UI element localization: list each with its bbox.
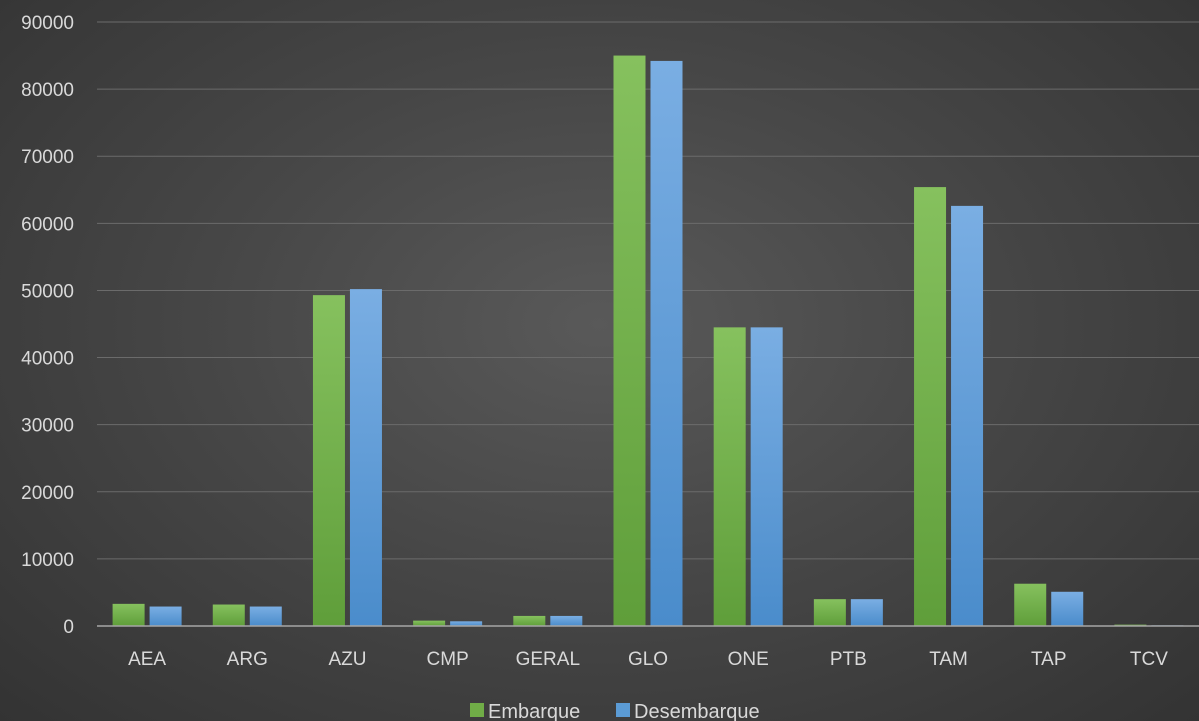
y-axis-ticks: 0 10000 20000 30000 40000 50000 60000 70000 8000… — [21, 13, 74, 638]
x-tick-label: PTB — [830, 649, 867, 670]
bar-embarque-azu — [312, 295, 345, 626]
bar-embarque-arg — [212, 604, 245, 626]
bar-embarque-geral — [513, 615, 546, 626]
x-tick-label: TCV — [1130, 649, 1168, 670]
y-tick-label: 50000 — [21, 281, 74, 302]
y-tick-label: 10000 — [21, 550, 74, 571]
x-axis-ticks: AEA ARG AZU CMP GERAL GLO ONE PTB TAM TAP TCV — [128, 649, 1168, 670]
y-tick-label: 40000 — [21, 349, 74, 370]
x-tick-label: AEA — [128, 649, 166, 670]
legend-swatch-desembarque — [616, 703, 630, 717]
bar-desembarque-tap — [1051, 591, 1084, 626]
y-tick-label: 20000 — [21, 483, 74, 504]
bar-embarque-aea — [112, 603, 145, 626]
bar-desembarque-aea — [149, 606, 182, 626]
bar-desembarque-geral — [550, 615, 583, 626]
bar-desembarque-glo — [650, 60, 683, 627]
y-tick-label: 70000 — [21, 147, 74, 168]
legend-swatch-embarque — [470, 703, 484, 717]
x-tick-label: TAM — [929, 649, 968, 670]
y-tick-label: 90000 — [21, 13, 74, 34]
gridlines — [97, 21, 1199, 560]
bar-embarque-one — [713, 327, 746, 626]
bar-desembarque-azu — [349, 289, 382, 626]
bar-desembarque-tam — [951, 205, 984, 626]
x-tick-label: AZU — [328, 649, 366, 670]
bar-desembarque-arg — [249, 606, 282, 626]
y-tick-label: 0 — [63, 617, 74, 638]
x-tick-label: ONE — [728, 649, 769, 670]
bar-embarque-tam — [914, 187, 947, 627]
x-tick-label: ARG — [227, 649, 268, 670]
bars — [112, 55, 1184, 627]
bar-desembarque-one — [750, 327, 783, 626]
x-tick-label: TAP — [1031, 649, 1067, 670]
bar-embarque-tap — [1014, 583, 1047, 626]
legend: Embarque Desembarque — [470, 701, 760, 721]
x-tick-label: CMP — [427, 649, 469, 670]
bar-embarque-cmp — [413, 620, 446, 626]
legend-label-embarque: Embarque — [488, 701, 580, 721]
legend-label-desembarque: Desembarque — [634, 701, 760, 721]
bar-embarque-ptb — [813, 599, 846, 626]
bar-desembarque-ptb — [850, 599, 883, 626]
y-tick-label: 60000 — [21, 214, 74, 235]
y-tick-label: 80000 — [21, 80, 74, 101]
y-tick-label: 30000 — [21, 416, 74, 437]
x-tick-label: GLO — [628, 649, 668, 670]
bar-embarque-glo — [613, 55, 646, 627]
x-tick-label: GERAL — [516, 649, 580, 670]
bar-desembarque-cmp — [450, 621, 483, 626]
